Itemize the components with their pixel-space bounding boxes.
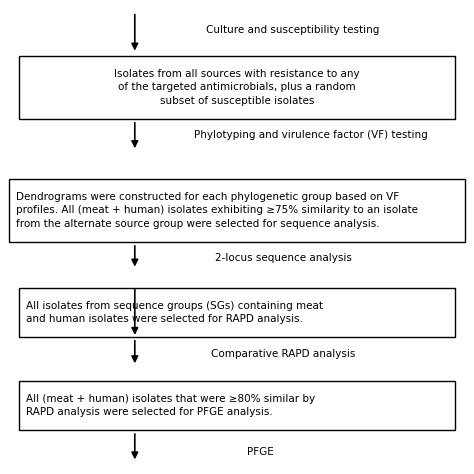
Text: All isolates from sequence groups (SGs) containing meat
and human isolates were : All isolates from sequence groups (SGs) … xyxy=(26,301,323,324)
Text: Phylotyping and virulence factor (VF) testing: Phylotyping and virulence factor (VF) te… xyxy=(194,130,428,140)
FancyBboxPatch shape xyxy=(18,288,456,337)
Text: Culture and susceptibility testing: Culture and susceptibility testing xyxy=(206,25,379,35)
FancyBboxPatch shape xyxy=(18,56,456,118)
FancyBboxPatch shape xyxy=(9,179,465,242)
Text: Isolates from all sources with resistance to any
of the targeted antimicrobials,: Isolates from all sources with resistanc… xyxy=(114,69,360,106)
Text: Dendrograms were constructed for each phylogenetic group based on VF
profiles. A: Dendrograms were constructed for each ph… xyxy=(16,191,419,229)
FancyBboxPatch shape xyxy=(18,381,456,430)
Text: Comparative RAPD analysis: Comparative RAPD analysis xyxy=(211,349,356,359)
Text: PFGE: PFGE xyxy=(247,447,273,456)
Text: 2-locus sequence analysis: 2-locus sequence analysis xyxy=(215,253,352,263)
Text: All (meat + human) isolates that were ≥80% similar by
RAPD analysis were selecte: All (meat + human) isolates that were ≥8… xyxy=(26,393,315,417)
